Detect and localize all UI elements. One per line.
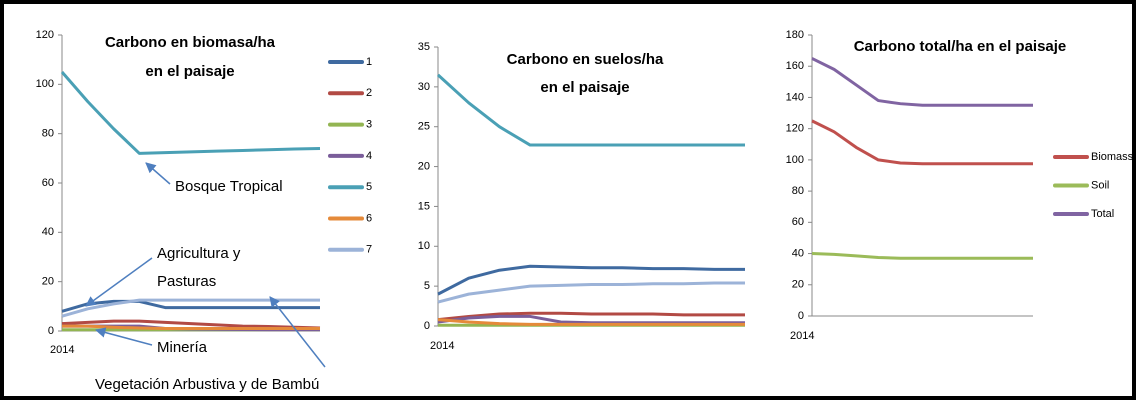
x-tick-label: 2014 <box>430 340 454 352</box>
y-tick-label: 0 <box>798 310 804 322</box>
y-tick-label: 25 <box>418 121 430 133</box>
legend-label: 5 <box>366 181 372 193</box>
y-tick-label: 15 <box>418 200 430 212</box>
series-line <box>811 119 1033 166</box>
series-line <box>811 57 1033 107</box>
annotation-arrow <box>145 162 171 185</box>
y-tick-label: 60 <box>42 177 54 189</box>
y-tick-label: 80 <box>42 128 54 140</box>
y-tick-label: 35 <box>418 41 430 53</box>
annotation: Vegetación Arbustiva y de Bambú <box>95 376 319 393</box>
series-line <box>437 281 745 304</box>
x-tick-label: 2014 <box>50 344 74 356</box>
chart-title: Carbono en suelos/ha <box>507 51 664 68</box>
legend-label: 2 <box>366 87 372 99</box>
y-tick-label: 80 <box>792 185 804 197</box>
series-line <box>437 311 745 322</box>
y-tick-label: 160 <box>786 60 804 72</box>
series-line <box>61 319 321 330</box>
series-line <box>437 264 745 296</box>
series-line <box>436 73 745 147</box>
legend-label: Total <box>1091 208 1114 220</box>
y-tick-label: 100 <box>786 154 804 166</box>
annotation: Pasturas <box>157 273 216 290</box>
y-tick-label: 40 <box>42 226 54 238</box>
y-tick-label: 60 <box>792 216 804 228</box>
legend-label: 3 <box>366 119 372 131</box>
y-tick-label: 140 <box>786 91 804 103</box>
series-line <box>60 71 321 155</box>
annotation: Agricultura y <box>157 245 241 262</box>
annotation: Minería <box>157 339 208 356</box>
annotation-arrow <box>269 296 326 368</box>
annotation-arrow <box>85 257 153 307</box>
legend-label: Soil <box>1091 179 1109 191</box>
legend-label: 4 <box>366 150 372 162</box>
chart-title: Carbono en biomasa/ha <box>105 34 276 51</box>
chart-title: en el paisaje <box>540 79 629 96</box>
series-line <box>62 324 320 331</box>
legend-label: 1 <box>366 56 372 68</box>
y-tick-label: 120 <box>786 123 804 135</box>
legend-label: Biomass <box>1091 151 1134 163</box>
annotation: Bosque Tropical <box>175 178 283 195</box>
y-tick-label: 40 <box>792 247 804 259</box>
y-tick-label: 120 <box>36 29 54 41</box>
y-tick-label: 20 <box>42 276 54 288</box>
y-tick-label: 30 <box>418 81 430 93</box>
y-tick-label: 0 <box>424 320 430 332</box>
y-tick-label: 20 <box>792 279 804 291</box>
chart-title: Carbono total/ha en el paisaje <box>854 38 1067 55</box>
x-tick-label: 2014 <box>790 330 814 342</box>
series-line <box>437 314 745 325</box>
chart-title: en el paisaje <box>145 63 234 80</box>
y-tick-label: 10 <box>418 240 430 252</box>
y-tick-label: 20 <box>418 160 430 172</box>
y-tick-label: 0 <box>48 325 54 337</box>
legend-label: 7 <box>366 244 372 256</box>
y-tick-label: 5 <box>424 280 430 292</box>
series-line <box>811 252 1033 260</box>
y-tick-label: 100 <box>36 78 54 90</box>
y-tick-label: 180 <box>786 29 804 41</box>
series-line <box>437 318 745 326</box>
legend-label: 6 <box>366 212 372 224</box>
annotation-arrow <box>94 327 153 346</box>
